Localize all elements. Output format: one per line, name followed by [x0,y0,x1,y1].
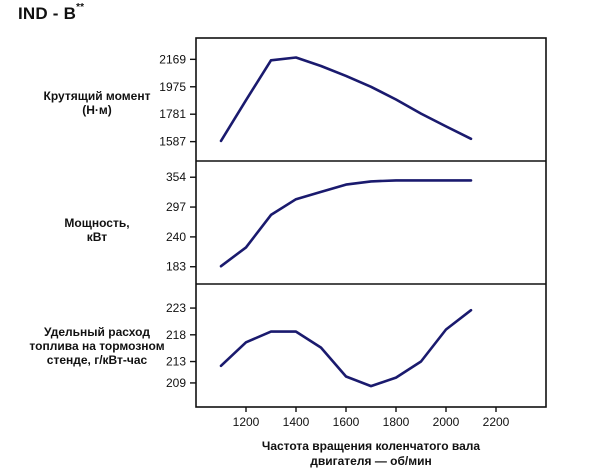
x-tick-label: 1200 [233,415,260,429]
torque-axis-label: Крутящий момент (Н·м) [43,89,151,117]
power-series-line [219,179,473,268]
model-title: IND - B** [18,2,85,24]
fuel-axis-label: Удельный расход топлива на тормозном сте… [29,325,165,367]
power-axis-label: Мощность, кВт [64,216,130,244]
x-axis-title: Частота вращения коленчатого вала двигат… [261,439,481,468]
torque-y-tick-label: 1975 [159,80,186,94]
x-tick-label: 2200 [483,415,510,429]
model-suffix: ** [76,2,85,13]
torque-series-line [219,56,473,143]
fuel-y-tick-label: 223 [166,301,186,315]
model-name: IND - B [18,4,77,23]
torque-y-tick-label: 1587 [159,135,186,149]
x-tick-label: 1600 [333,415,360,429]
fuel-series-line [219,308,473,388]
torque-y-tick-label: 2169 [159,52,186,66]
fuel-y-tick-label: 209 [166,376,186,390]
fuel-y-tick-label: 213 [166,355,186,369]
chart-frame [195,37,547,408]
torque-y-tick-label: 1781 [159,107,186,121]
fuel-y-tick-label: 218 [166,328,186,342]
x-tick-label: 1800 [383,415,410,429]
power-y-tick-label: 354 [166,170,186,184]
x-tick-label: 2000 [433,415,460,429]
power-y-tick-label: 183 [166,260,186,274]
x-tick-label: 1400 [283,415,310,429]
power-y-tick-label: 240 [166,230,186,244]
power-y-tick-label: 297 [166,200,186,214]
